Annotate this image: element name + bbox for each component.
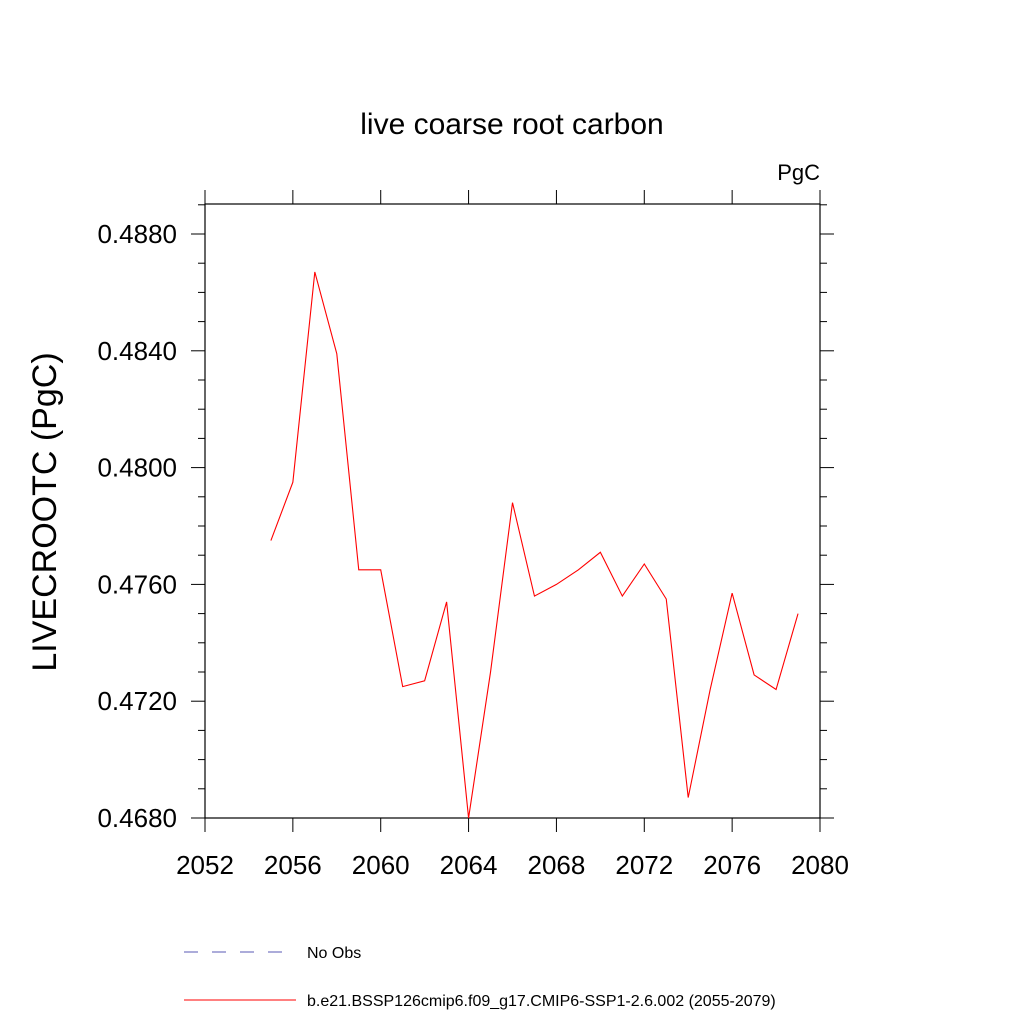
plot-frame xyxy=(204,203,821,819)
legend-label-model-run: b.e21.BSSP126cmip6.f09_g17.CMIP6-SSP1-2.… xyxy=(307,993,776,1010)
x-tick-label: 2072 xyxy=(615,850,673,880)
series-line xyxy=(270,271,799,819)
x-tick-label: 2076 xyxy=(703,850,761,880)
legend-label-no-obs: No Obs xyxy=(307,945,361,962)
x-tick-label: 2060 xyxy=(352,850,410,880)
y-tick-label: 0.4800 xyxy=(97,453,177,483)
chart-title: live coarse root carbon xyxy=(360,108,664,141)
y-tick-label: 0.4880 xyxy=(97,219,177,249)
x-tick-label: 2052 xyxy=(176,850,234,880)
units-label: PgC xyxy=(777,160,820,185)
y-axis-label: LIVECROOTC (PgC) xyxy=(26,352,64,671)
x-tick-label: 2056 xyxy=(264,850,322,880)
y-tick-label: 0.4760 xyxy=(97,569,177,599)
x-tick-label: 2068 xyxy=(528,850,586,880)
legend: No Obs b.e21.BSSP126cmip6.f09_g17.CMIP6-… xyxy=(184,945,776,1010)
ticks-layer: 2052 2056 2060 2064 2068 2072 2076 2080 0.4680 0.… xyxy=(97,190,849,880)
x-tick-label: 2064 xyxy=(440,850,498,880)
series-layer xyxy=(270,271,799,819)
y-tick-label: 0.4840 xyxy=(97,336,177,366)
y-tick-label: 0.4720 xyxy=(97,686,177,716)
y-tick-label: 0.4680 xyxy=(97,803,177,833)
x-tick-label: 2080 xyxy=(791,850,849,880)
